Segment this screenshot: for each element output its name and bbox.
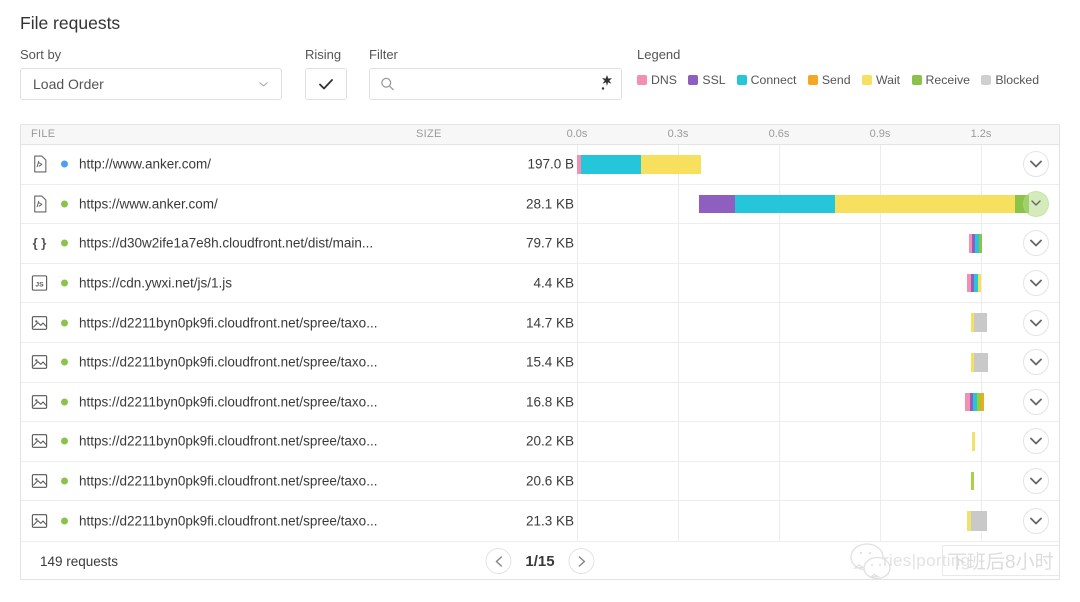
- svg-text:JS: JS: [35, 282, 44, 289]
